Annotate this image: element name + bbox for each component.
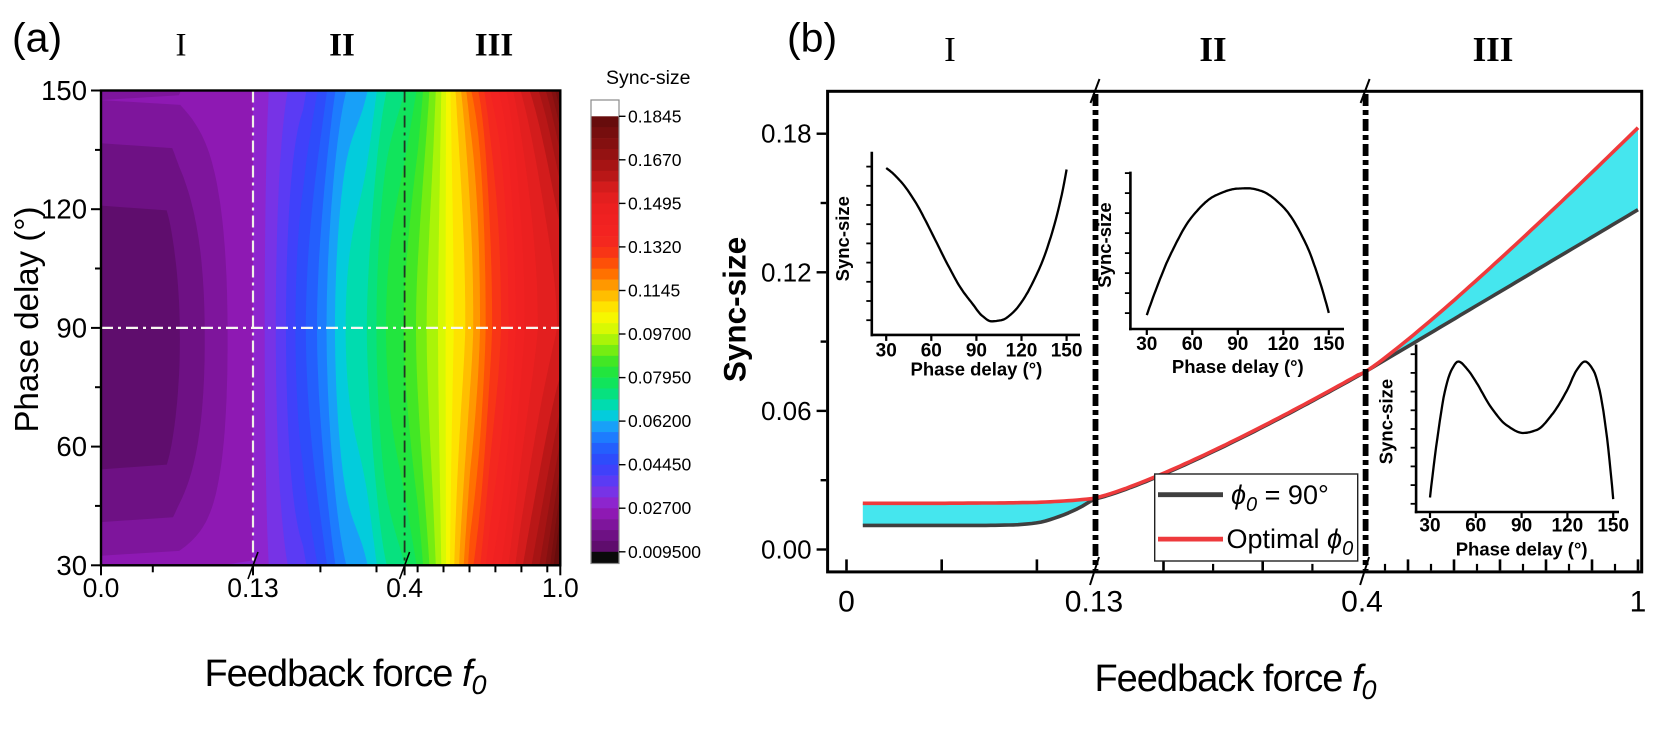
svg-text:0.009500: 0.009500 bbox=[628, 542, 701, 562]
svg-text:I: I bbox=[944, 30, 956, 69]
svg-text:1: 1 bbox=[1630, 586, 1647, 619]
svg-text:Phase delay (°): Phase delay (°) bbox=[910, 359, 1042, 380]
svg-text:30: 30 bbox=[1419, 515, 1440, 536]
svg-text:Sync-size: Sync-size bbox=[832, 196, 853, 281]
svg-text:0.06: 0.06 bbox=[761, 396, 812, 426]
svg-text:0.13: 0.13 bbox=[227, 573, 279, 603]
svg-text:150: 150 bbox=[41, 75, 87, 106]
svg-text:0.4: 0.4 bbox=[386, 573, 423, 603]
svg-text:0.4: 0.4 bbox=[1341, 586, 1383, 619]
svg-text:90: 90 bbox=[1511, 515, 1532, 536]
svg-text:(a): (a) bbox=[12, 15, 62, 61]
svg-text:0.09700: 0.09700 bbox=[628, 324, 692, 344]
svg-text:60: 60 bbox=[1465, 515, 1486, 536]
svg-text:0.12: 0.12 bbox=[761, 257, 812, 287]
svg-text:30: 30 bbox=[876, 341, 897, 362]
svg-text:Sync-size: Sync-size bbox=[1094, 202, 1115, 287]
svg-text:Sync-size: Sync-size bbox=[606, 67, 691, 89]
svg-text:0.13: 0.13 bbox=[1065, 586, 1123, 619]
svg-text:0.07950: 0.07950 bbox=[628, 368, 692, 388]
svg-text:I: I bbox=[176, 28, 187, 64]
svg-text:120: 120 bbox=[41, 194, 87, 225]
svg-text:60: 60 bbox=[56, 431, 87, 462]
svg-text:0.0: 0.0 bbox=[83, 573, 120, 603]
svg-text:Sync-size: Sync-size bbox=[1376, 379, 1397, 464]
svg-text:II: II bbox=[1199, 30, 1226, 69]
svg-text:ϕ0 = 90°: ϕ0 = 90° bbox=[1231, 480, 1329, 516]
svg-text:120: 120 bbox=[1267, 334, 1299, 355]
svg-text:120: 120 bbox=[1006, 341, 1038, 362]
svg-text:150: 150 bbox=[1313, 334, 1345, 355]
svg-text:1.0: 1.0 bbox=[542, 573, 579, 603]
svg-text:0.1670: 0.1670 bbox=[628, 150, 682, 170]
svg-text:Sync-size: Sync-size bbox=[717, 237, 753, 382]
svg-text:60: 60 bbox=[1182, 334, 1203, 355]
svg-text:0.04450: 0.04450 bbox=[628, 455, 692, 475]
svg-text:120: 120 bbox=[1552, 515, 1584, 536]
svg-text:150: 150 bbox=[1051, 341, 1083, 362]
svg-text:0.1145: 0.1145 bbox=[628, 281, 680, 301]
svg-text:Feedback force f0: Feedback force f0 bbox=[204, 653, 486, 700]
svg-text:0.1845: 0.1845 bbox=[628, 106, 682, 126]
svg-text:0.00: 0.00 bbox=[761, 535, 812, 565]
svg-text:III: III bbox=[1473, 30, 1514, 69]
svg-text:(b): (b) bbox=[787, 15, 837, 61]
svg-text:90: 90 bbox=[966, 341, 987, 362]
svg-text:III: III bbox=[475, 28, 514, 64]
svg-text:0: 0 bbox=[838, 586, 855, 619]
svg-text:0.18: 0.18 bbox=[761, 119, 812, 149]
svg-text:90: 90 bbox=[1227, 334, 1248, 355]
svg-text:30: 30 bbox=[1136, 334, 1157, 355]
svg-text:0.1320: 0.1320 bbox=[628, 237, 682, 257]
svg-text:0.1495: 0.1495 bbox=[628, 193, 682, 213]
svg-text:30: 30 bbox=[56, 550, 87, 581]
svg-text:Phase delay (°): Phase delay (°) bbox=[1172, 356, 1304, 377]
svg-text:0.02700: 0.02700 bbox=[628, 498, 692, 518]
svg-text:0.06200: 0.06200 bbox=[628, 411, 692, 431]
svg-text:Phase delay (°): Phase delay (°) bbox=[1456, 539, 1588, 560]
svg-text:Phase delay (°): Phase delay (°) bbox=[8, 207, 45, 433]
svg-text:60: 60 bbox=[921, 341, 942, 362]
svg-text:90: 90 bbox=[56, 312, 87, 343]
svg-text:150: 150 bbox=[1597, 515, 1629, 536]
svg-text:II: II bbox=[329, 28, 355, 64]
svg-text:Feedback force f0: Feedback force f0 bbox=[1094, 658, 1376, 705]
